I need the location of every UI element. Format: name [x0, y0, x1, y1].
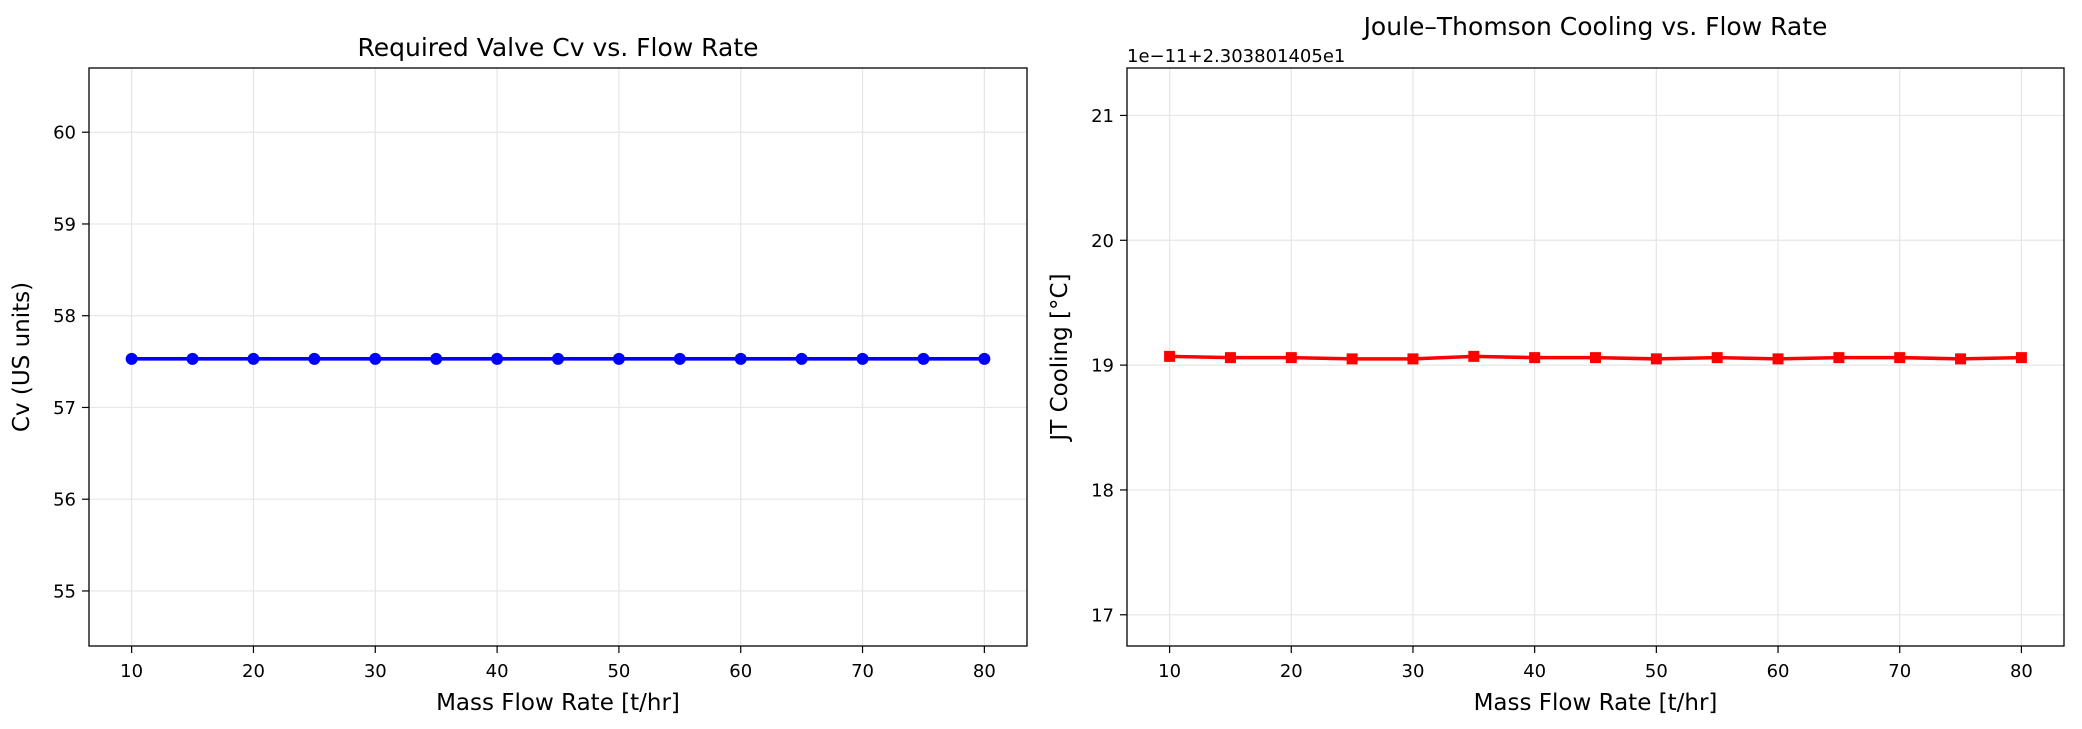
chart-jt-cooling: 10 20 30 40 50 60 70 80 17 18 19 20 21 Joule–Thomso… [1047, 12, 2065, 716]
jt-x-tick-label: 20 [1280, 661, 1303, 682]
jt-x-ticks: 10 20 30 40 50 60 70 80 [1158, 646, 2033, 682]
jt-x-tick-label: 50 [1645, 661, 1668, 682]
cv-y-tick-label: 60 [53, 123, 76, 144]
jt-grid [1127, 68, 2064, 646]
jt-x-tick-label: 60 [1767, 661, 1790, 682]
jt-y-tick-label: 18 [1091, 480, 1114, 501]
cv-y-tick-label: 55 [53, 581, 76, 602]
jt-plot-area [1164, 350, 2027, 365]
cv-data-point [734, 352, 747, 365]
jt-y-axis-label: JT Cooling [°C] [1047, 273, 1073, 442]
jt-data-point [1468, 350, 1480, 362]
cv-x-axis-label: Mass Flow Rate [t/hr] [436, 690, 680, 716]
cv-x-tick-label: 10 [120, 661, 143, 682]
jt-y-tick-label: 20 [1091, 231, 1114, 252]
jt-data-point [1833, 352, 1845, 364]
cv-data-point [430, 352, 443, 365]
cv-data-point [978, 352, 991, 365]
jt-y-tick-label: 21 [1091, 106, 1114, 127]
cv-x-tick-label: 80 [973, 661, 996, 682]
jt-data-point [1285, 352, 1297, 364]
cv-data-point [247, 352, 260, 365]
cv-data-point [795, 352, 808, 365]
cv-axes-frame [88, 67, 1028, 647]
cv-data-point [125, 352, 138, 365]
jt-data-point [1772, 353, 1784, 365]
jt-y-ticks: 17 18 19 20 21 [1091, 106, 1127, 626]
cv-x-tick-label: 20 [242, 661, 265, 682]
cv-data-point [673, 352, 686, 365]
jt-data-point [1894, 352, 1906, 364]
cv-data-point [552, 352, 564, 365]
jt-data-point [1529, 352, 1541, 364]
cv-y-ticks: 55 56 57 58 59 60 [53, 123, 89, 602]
cv-y-tick-label: 56 [53, 490, 76, 511]
jt-data-point [1164, 350, 1176, 362]
cv-y-tick-label: 58 [53, 306, 76, 327]
cv-data-point [308, 352, 321, 365]
jt-x-tick-label: 70 [1888, 661, 1911, 682]
jt-x-tick-label: 30 [1402, 661, 1425, 682]
cv-data-point [369, 352, 382, 365]
jt-axes-frame [1126, 67, 2065, 647]
jt-x-tick-label: 10 [1158, 661, 1181, 682]
jt-data-point [1711, 352, 1723, 364]
jt-y-offset-label: 1e−11+2.303801405e1 [1127, 46, 1345, 67]
jt-chart-title: Joule–Thomson Cooling vs. Flow Rate [1362, 12, 1828, 41]
cv-x-tick-label: 50 [607, 661, 630, 682]
jt-data-point [1590, 352, 1601, 364]
cv-y-tick-label: 59 [53, 214, 76, 235]
cv-x-tick-label: 30 [364, 661, 387, 682]
chart-cv: 10 20 30 40 50 60 70 80 55 56 57 58 59 60 Required V… [9, 33, 1028, 716]
jt-data-point [1955, 353, 1967, 365]
cv-y-tick-label: 57 [53, 398, 76, 419]
jt-y-tick-label: 17 [1091, 605, 1114, 626]
cv-chart-title: Required Valve Cv vs. Flow Rate [357, 33, 758, 62]
jt-x-tick-label: 80 [2010, 661, 2033, 682]
jt-data-point [1224, 352, 1236, 364]
jt-y-tick-label: 19 [1091, 356, 1114, 377]
jt-x-tick-label: 40 [1523, 661, 1546, 682]
jt-data-point [1407, 353, 1419, 365]
cv-data-point [491, 352, 504, 365]
jt-data-point [2015, 352, 2027, 364]
cv-x-tick-label: 40 [486, 661, 509, 682]
cv-x-ticks: 10 20 30 40 50 60 70 80 [120, 646, 996, 682]
cv-x-tick-label: 70 [851, 661, 874, 682]
jt-data-point [1346, 353, 1358, 365]
cv-data-point [186, 352, 199, 365]
cv-data-point [612, 352, 625, 365]
cv-plot-area [125, 352, 991, 365]
cv-data-point [856, 352, 869, 365]
cv-y-axis-label: Cv (US units) [9, 282, 35, 432]
jt-data-point [1650, 353, 1662, 365]
cv-data-point [917, 352, 930, 365]
jt-x-axis-label: Mass Flow Rate [t/hr] [1474, 690, 1718, 716]
cv-x-tick-label: 60 [729, 661, 752, 682]
